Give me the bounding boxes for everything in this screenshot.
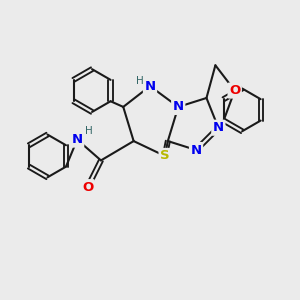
Text: N: N [72,133,83,146]
Text: H: H [136,76,143,86]
Text: O: O [82,181,93,194]
Text: N: N [190,143,202,157]
Text: H: H [85,126,92,136]
Text: N: N [173,100,184,113]
Text: S: S [160,149,170,162]
Text: O: O [229,84,240,97]
Text: N: N [144,80,156,93]
Text: N: N [213,121,224,134]
